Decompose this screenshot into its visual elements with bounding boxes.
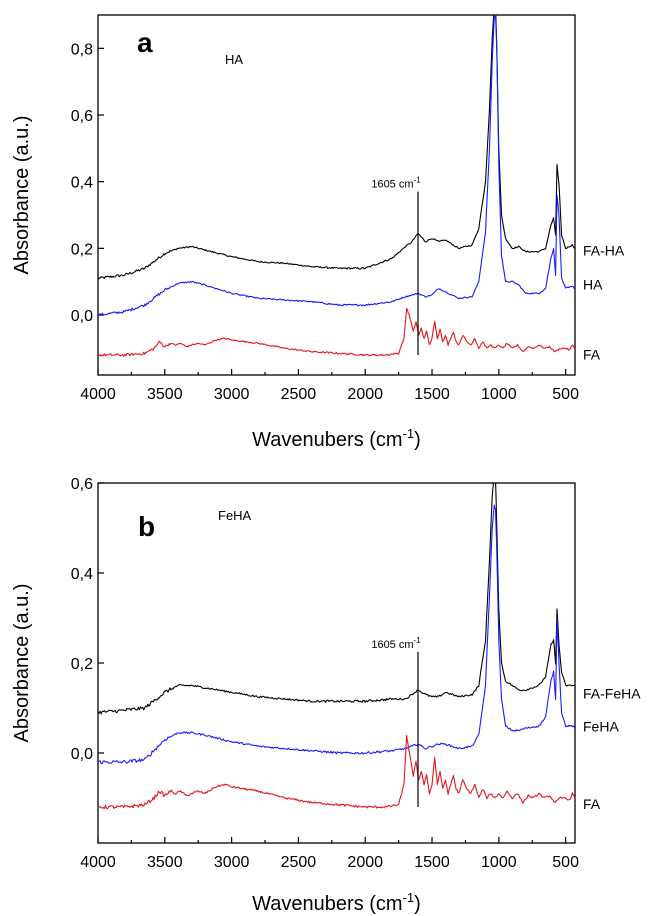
annotation-label: 1605 cm-1 [371, 176, 421, 191]
series-line-fa-feha [98, 483, 575, 715]
x-tick-label: 500 [552, 386, 579, 403]
x-tick-label: 1500 [414, 854, 450, 871]
annotation-label: 1605 cm-1 [371, 636, 421, 651]
y-tick-label: 0,8 [71, 41, 93, 58]
y-tick-label: 0,2 [71, 241, 93, 258]
x-tick-label: 1000 [481, 386, 517, 403]
x-tick-label: 3500 [147, 386, 183, 403]
series-label: FA-FeHA [583, 686, 641, 702]
series-label: FA [583, 346, 601, 362]
panel-title: HA [225, 52, 243, 67]
x-tick-label: 3000 [214, 386, 250, 403]
series-line-feha [98, 504, 575, 765]
series-label: FeHA [583, 718, 619, 734]
x-tick-label: 3500 [147, 854, 183, 871]
series-label: FA-HA [583, 242, 625, 258]
y-tick-label: 0,6 [71, 108, 93, 125]
series-label: FA [583, 796, 601, 812]
series-line-fa [98, 735, 575, 810]
series-label: HA [583, 276, 603, 292]
x-axis-label: Wavenubers (cm-1) [252, 426, 421, 451]
x-tick-label: 500 [552, 854, 579, 871]
plot-frame [97, 14, 576, 376]
y-tick-label: 0,4 [71, 175, 93, 192]
x-tick-label: 2000 [347, 854, 383, 871]
x-tick-label: 4000 [80, 854, 116, 871]
series-line-fa [98, 307, 575, 357]
x-tick-label: 2500 [281, 854, 317, 871]
y-axis-label: Absorbance (a.u.) [11, 584, 33, 743]
panel-letter: a [137, 27, 153, 58]
y-axis-label: Absorbance (a.u.) [11, 116, 33, 275]
y-tick-label: 0,0 [71, 308, 93, 325]
x-tick-label: 2500 [281, 386, 317, 403]
x-axis-label: Wavenubers (cm-1) [252, 890, 421, 915]
x-tick-label: 1500 [414, 386, 450, 403]
plot-frame [97, 482, 576, 844]
x-tick-label: 4000 [80, 386, 116, 403]
series-line-fa-ha [98, 15, 575, 280]
x-tick-label: 3000 [214, 854, 250, 871]
series-line-ha [98, 15, 575, 316]
y-tick-label: 0,2 [71, 656, 93, 673]
y-tick-label: 0,4 [71, 566, 93, 583]
panel-b: 4000 3500 3000 2500 2000 1500 1000 500 0,0 0,2 0,4… [11, 476, 641, 915]
panel-a: 4000 3500 3000 2500 2000 1500 1000 500 0,0 0,2 0,4… [11, 14, 625, 451]
x-tick-label: 2000 [347, 386, 383, 403]
x-tick-label: 1000 [481, 854, 517, 871]
panel-title: FeHA [218, 508, 252, 523]
panel-letter: b [138, 511, 155, 542]
y-tick-label: 0,0 [71, 746, 93, 763]
y-tick-label: 0,6 [71, 476, 93, 493]
